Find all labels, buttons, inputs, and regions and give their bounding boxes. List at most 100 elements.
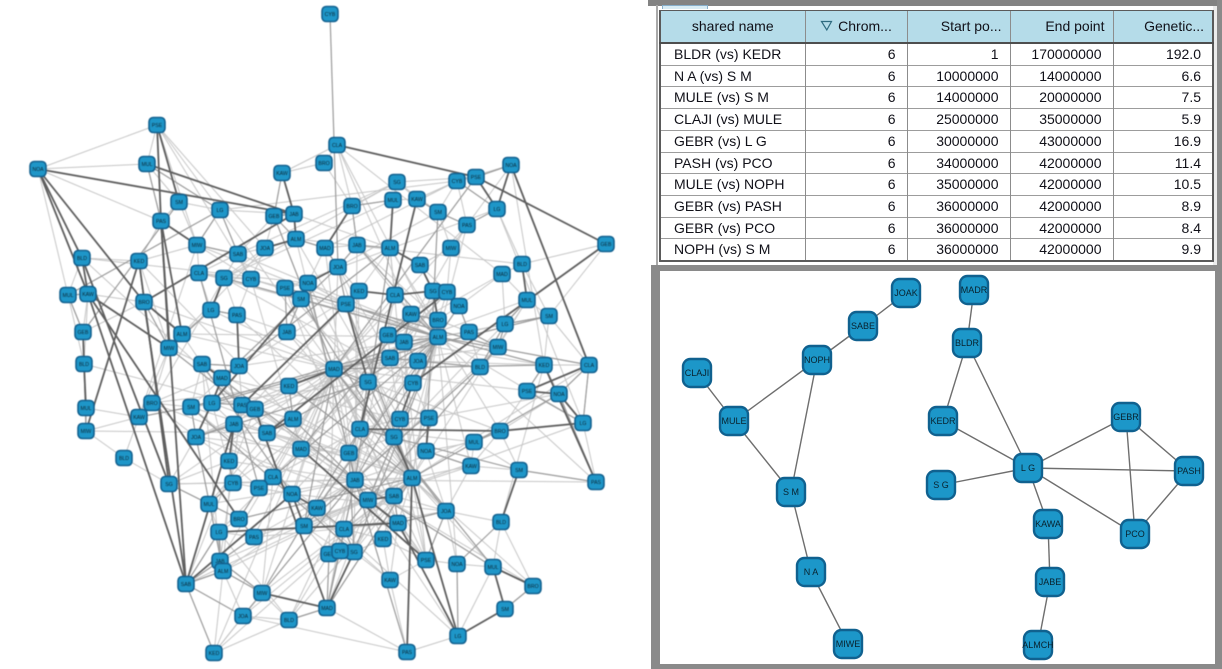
svg-text:JOA: JOA [238, 614, 249, 620]
svg-text:LG: LG [217, 208, 224, 214]
svg-text:MIW: MIW [363, 498, 374, 504]
svg-text:BRO: BRO [432, 318, 443, 324]
svg-text:JAB: JAB [215, 559, 225, 565]
svg-text:BRO: BRO [146, 401, 157, 407]
svg-text:NOA: NOA [420, 449, 432, 455]
svg-text:KED: KED [134, 259, 145, 265]
svg-text:PAS: PAS [249, 535, 260, 541]
svg-text:CLA: CLA [390, 293, 401, 299]
svg-text:GEB: GEB [383, 333, 394, 339]
svg-text:PSE: PSE [280, 286, 291, 292]
svg-text:SM: SM [297, 297, 305, 303]
svg-text:SG: SG [165, 482, 173, 488]
svg-text:BRO: BRO [138, 300, 149, 306]
svg-text:NOA: NOA [505, 163, 517, 169]
svg-text:KED: KED [284, 384, 295, 390]
svg-text:KAW: KAW [133, 415, 145, 421]
svg-text:JAB: JAB [289, 212, 299, 218]
svg-text:JOA: JOA [191, 435, 202, 441]
svg-text:SM: SM [187, 405, 195, 411]
svg-text:BRO: BRO [527, 584, 538, 590]
svg-text:MAD: MAD [216, 376, 228, 382]
svg-text:CLAJI: CLAJI [685, 368, 710, 378]
svg-text:JAB: JAB [399, 340, 409, 346]
svg-text:NOA: NOA [451, 562, 463, 568]
svg-text:MAD: MAD [295, 447, 307, 453]
svg-text:PASH: PASH [1177, 466, 1201, 476]
svg-text:GEB: GEB [78, 330, 89, 336]
svg-text:PSE: PSE [522, 389, 533, 395]
svg-text:S G: S G [933, 480, 949, 490]
svg-text:SG: SG [220, 276, 228, 282]
svg-text:ALM: ALM [385, 246, 396, 252]
svg-text:BLD: BLD [119, 456, 129, 462]
svg-text:SG: SG [429, 289, 437, 295]
svg-text:SAB: SAB [197, 362, 208, 368]
svg-text:JABE: JABE [1039, 577, 1062, 587]
svg-text:KAW: KAW [311, 506, 323, 512]
svg-text:MUL: MUL [142, 162, 153, 168]
svg-text:MUL: MUL [469, 440, 480, 446]
svg-text:KED: KED [209, 651, 220, 657]
svg-text:CLA: CLA [194, 271, 205, 277]
svg-text:NOPH: NOPH [804, 355, 830, 365]
svg-text:JOA: JOA [234, 364, 245, 370]
svg-text:SG: SG [350, 550, 358, 556]
svg-text:BRO: BRO [318, 161, 329, 167]
svg-text:CYB: CYB [442, 290, 453, 296]
svg-text:PSE: PSE [341, 302, 352, 308]
svg-text:MUL: MUL [204, 502, 215, 508]
svg-text:MIW: MIW [81, 429, 92, 435]
svg-text:PSE: PSE [254, 486, 265, 492]
svg-text:MUL: MUL [388, 198, 399, 204]
svg-text:SAB: SAB [415, 263, 426, 269]
svg-text:ALM: ALM [218, 569, 229, 575]
svg-text:CLA: CLA [332, 143, 343, 149]
svg-text:L G: L G [1021, 463, 1035, 473]
svg-text:MUL: MUL [81, 406, 92, 412]
svg-text:KAWA: KAWA [1035, 519, 1061, 529]
svg-text:BLD: BLD [79, 362, 89, 368]
svg-text:PAS: PAS [464, 330, 475, 336]
svg-text:JOA: JOA [413, 359, 424, 365]
svg-text:ALM: ALM [288, 417, 299, 423]
svg-text:SAB: SAB [385, 356, 396, 362]
svg-text:PSE: PSE [471, 175, 482, 181]
svg-text:CLA: CLA [355, 427, 366, 433]
svg-text:PAS: PAS [462, 223, 473, 229]
svg-text:LG: LG [494, 207, 501, 213]
svg-text:BLD: BLD [496, 520, 506, 526]
svg-text:KED: KED [354, 289, 365, 295]
svg-text:CYB: CYB [246, 277, 257, 283]
svg-text:CLA: CLA [584, 363, 595, 369]
svg-text:SAB: SAB [181, 582, 192, 588]
svg-text:JOA: JOA [441, 509, 452, 515]
svg-text:KAW: KAW [82, 292, 94, 298]
svg-text:CYB: CYB [325, 12, 336, 18]
svg-text:SM: SM [175, 200, 183, 206]
svg-text:ALM: ALM [433, 335, 444, 341]
svg-text:MIW: MIW [446, 246, 457, 252]
svg-text:KAW: KAW [411, 197, 423, 203]
svg-text:N A: N A [804, 567, 819, 577]
svg-text:MIWE: MIWE [836, 639, 861, 649]
svg-text:MIW: MIW [493, 345, 504, 351]
svg-text:MULE: MULE [721, 416, 746, 426]
svg-text:CYB: CYB [228, 481, 239, 487]
svg-text:GEB: GEB [601, 242, 612, 248]
svg-text:ALM: ALM [177, 332, 188, 338]
svg-text:SM: SM [545, 314, 553, 320]
svg-text:CYB: CYB [395, 417, 406, 423]
svg-text:ALM: ALM [291, 237, 302, 243]
svg-text:BLD: BLD [284, 618, 294, 624]
svg-text:NOA: NOA [553, 392, 565, 398]
svg-text:SAB: SAB [262, 431, 273, 437]
svg-text:CYB: CYB [335, 549, 346, 555]
svg-text:PSE: PSE [424, 416, 435, 422]
svg-text:CYB: CYB [452, 179, 463, 185]
svg-text:SG: SG [390, 435, 398, 441]
svg-text:SABE: SABE [851, 321, 875, 331]
svg-text:MAD: MAD [496, 272, 508, 278]
svg-text:SM: SM [515, 468, 523, 474]
svg-text:MUL: MUL [522, 298, 533, 304]
